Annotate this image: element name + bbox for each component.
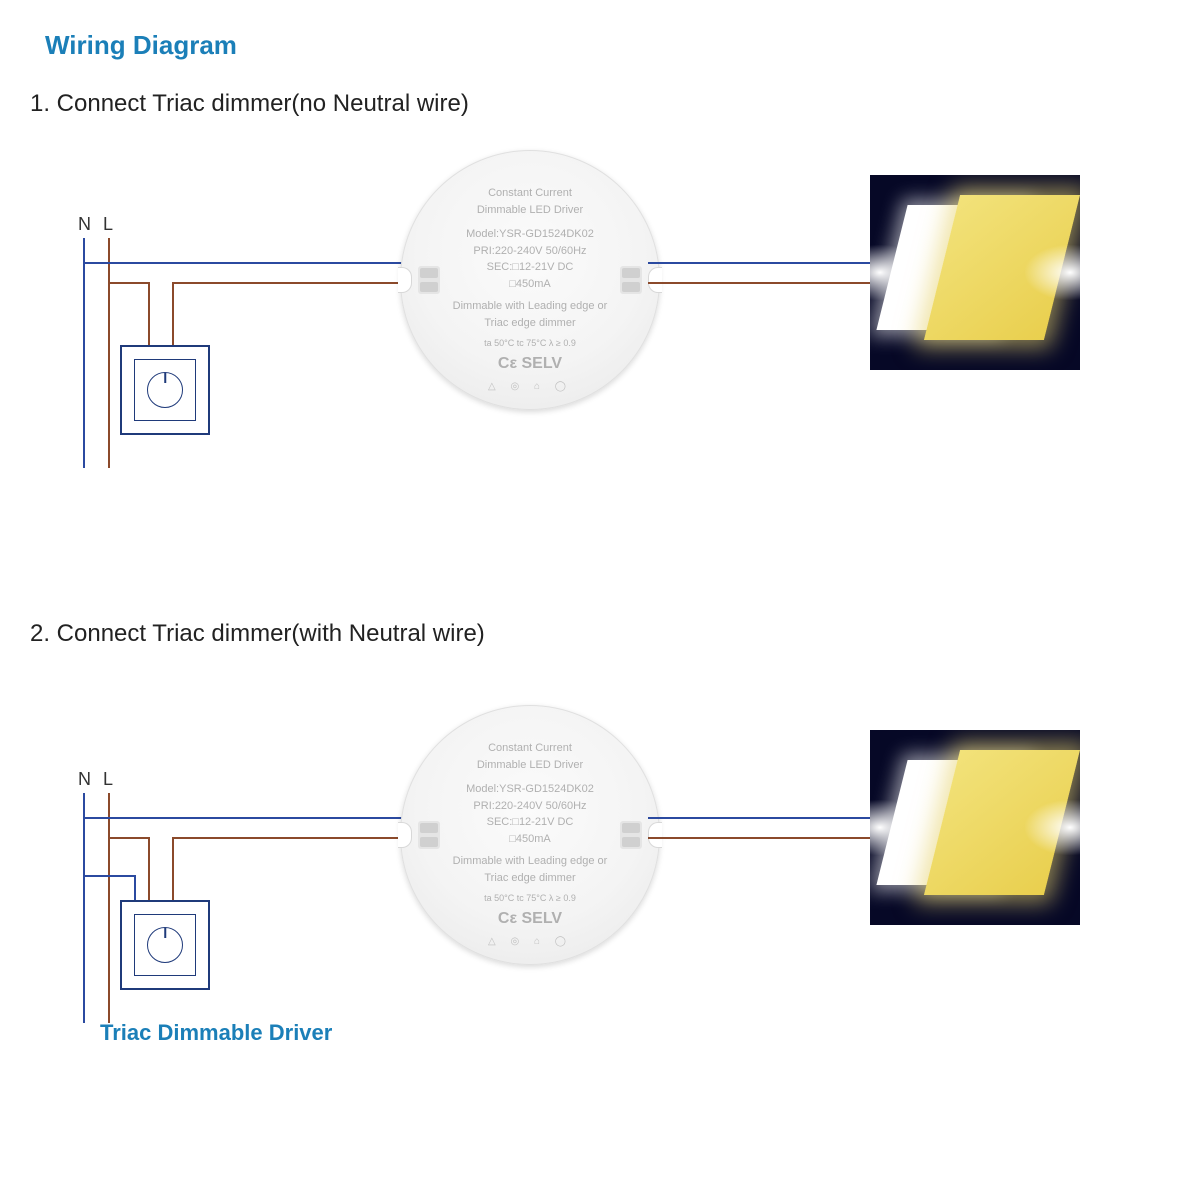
- driver2-model: Model:YSR-GD1524DK02: [400, 781, 660, 798]
- driver-model: Model:YSR-GD1524DK02: [400, 226, 660, 243]
- nl-n-label-2: N: [78, 769, 91, 790]
- page-title: Wiring Diagram: [45, 30, 237, 61]
- nl-l-label: L: [103, 214, 113, 235]
- wire-dimmer-out-up-2: [172, 837, 174, 900]
- driver-icons: △ ◎ ⌂ ◯: [400, 381, 660, 392]
- driver-conn-left: [418, 266, 440, 294]
- wire-n-to-dimmer-v: [134, 875, 136, 900]
- driver2-ce: Cε SELV: [400, 910, 660, 928]
- led-panel: [870, 175, 1080, 370]
- wire-l-to-dimmer-left: [148, 282, 150, 345]
- section-2-heading: 2. Connect Triac dimmer(with Neutral wir…: [30, 620, 485, 648]
- dimmer-switch: [120, 345, 210, 435]
- driver2-line2: Dimmable LED Driver: [400, 757, 660, 774]
- section-1-heading: 1. Connect Triac dimmer(no Neutral wire): [30, 90, 469, 118]
- driver-line2: Dimmable LED Driver: [400, 202, 660, 219]
- dimmer-knob-icon: [147, 372, 183, 408]
- driver-conn-right-2: [620, 821, 642, 849]
- wire-l-to-dimmer-left-2: [148, 837, 150, 900]
- wire-out-brown-2: [648, 837, 880, 839]
- driver-conn-left-2: [418, 821, 440, 849]
- glare-right: [1025, 245, 1080, 300]
- nl-l-label-2: L: [103, 769, 113, 790]
- driver-pri: PRI:220-240V 50/60Hz: [400, 243, 660, 260]
- driver-notch-right-2: [648, 822, 662, 848]
- wire-n-to-driver-2: [83, 817, 418, 819]
- driver2-dim2: Triac edge dimmer: [400, 870, 660, 887]
- driver2-pri: PRI:220-240V 50/60Hz: [400, 798, 660, 815]
- driver2-line1: Constant Current: [400, 740, 660, 757]
- glare-right-2: [1025, 800, 1080, 855]
- dimmer-knob-icon-2: [147, 927, 183, 963]
- nl-n-label: N: [78, 214, 91, 235]
- led-driver: Constant Current Dimmable LED Driver Mod…: [400, 150, 660, 410]
- wire-n-vertical: [83, 238, 85, 468]
- driver-dim2: Triac edge dimmer: [400, 315, 660, 332]
- wire-n-to-driver: [83, 262, 418, 264]
- wire-l-to-driver: [172, 282, 418, 284]
- triac-driver-label: Triac Dimmable Driver: [100, 1020, 332, 1046]
- wire-n-vertical-2: [83, 793, 85, 1023]
- driver2-icons: △ ◎ ⌂ ◯: [400, 936, 660, 947]
- diagram-2: N L Constant Current Dimmable LED Driver…: [0, 705, 1200, 1045]
- wire-l-branch-2: [108, 837, 150, 839]
- wire-l-vertical-2: [108, 793, 110, 1023]
- wire-l-to-driver-2: [172, 837, 418, 839]
- diagram-1: N L Constant Current Dimmable LED Driver…: [0, 150, 1200, 490]
- driver-line1: Constant Current: [400, 185, 660, 202]
- driver2-dim1: Dimmable with Leading edge or: [400, 853, 660, 870]
- dimmer-switch-2: [120, 900, 210, 990]
- dimmer-inner-2: [134, 914, 196, 976]
- wire-n-to-dimmer-h: [83, 875, 136, 877]
- driver2-temps: ta 50°C tc 75°C λ ≥ 0.9: [400, 892, 660, 906]
- driver-conn-right: [620, 266, 642, 294]
- wire-l-vertical: [108, 238, 110, 468]
- wire-out-brown: [648, 282, 880, 284]
- wire-l-branch: [108, 282, 150, 284]
- driver-ce: Cε SELV: [400, 355, 660, 373]
- driver-temps: ta 50°C tc 75°C λ ≥ 0.9: [400, 337, 660, 351]
- driver-notch-left: [398, 267, 412, 293]
- wire-out-blue-2: [648, 817, 880, 819]
- driver-notch-right: [648, 267, 662, 293]
- wire-dimmer-out-up: [172, 282, 174, 345]
- wire-out-blue: [648, 262, 880, 264]
- led-driver-2: Constant Current Dimmable LED Driver Mod…: [400, 705, 660, 965]
- led-panel-2: [870, 730, 1080, 925]
- dimmer-inner: [134, 359, 196, 421]
- driver-dim1: Dimmable with Leading edge or: [400, 298, 660, 315]
- driver-notch-left-2: [398, 822, 412, 848]
